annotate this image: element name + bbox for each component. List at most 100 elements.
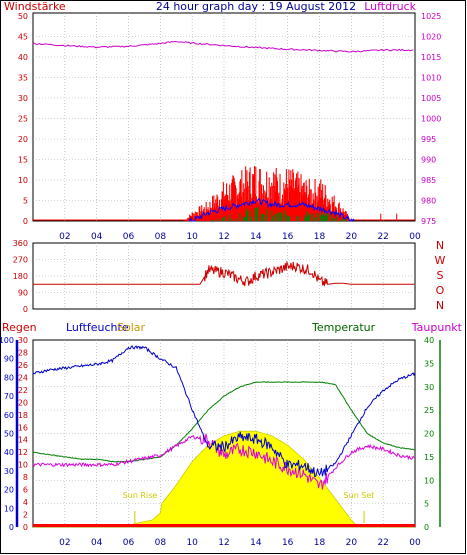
wind-tick-label: 20 <box>18 135 28 144</box>
rain-label: Regen <box>2 321 37 334</box>
pressure-tick-label: 985 <box>421 176 436 185</box>
pressure-tick-label: 995 <box>421 135 436 144</box>
temperature-tick-label: 30 <box>424 383 434 392</box>
direction-line <box>33 260 415 287</box>
temperature-label: Temperatur <box>311 321 376 334</box>
compass-label: S <box>437 269 444 282</box>
pressure-tick-label: 975 <box>421 217 436 226</box>
dewpoint-tick-label: 14 <box>18 436 28 445</box>
rain-tick-label: 30 <box>4 467 14 476</box>
direction-tick-label: 180 <box>13 272 28 281</box>
direction-tick-label: 90 <box>18 289 28 298</box>
rain-tick-label: 50 <box>4 430 14 439</box>
dewpoint-tick-label: 6 <box>23 486 28 495</box>
direction-tick-label: 0 <box>23 305 28 314</box>
dewpoint-tick-label: 18 <box>18 411 28 420</box>
wind-tick-label: 50 <box>18 12 28 21</box>
time-tick-label: 16 <box>282 538 294 548</box>
dewpoint-tick-label: 30 <box>18 336 28 345</box>
time-tick-label: 14 <box>250 232 262 242</box>
pressure-line <box>32 40 414 53</box>
compass-label: N <box>436 239 444 252</box>
dewpoint-tick-label: 4 <box>23 498 28 507</box>
sunset-label: Sun Set <box>344 491 375 500</box>
temperature-tick-label: 5 <box>424 500 429 509</box>
time-tick-label: 16 <box>282 232 294 242</box>
wind-tick-label: 30 <box>18 94 28 103</box>
wind-tick-label: 15 <box>18 156 28 165</box>
temperature-tick-label: 40 <box>424 336 434 345</box>
wind-tick-label: 0 <box>23 217 28 226</box>
temperature-tick-label: 15 <box>424 453 434 462</box>
time-tick-label: 00 <box>409 538 421 548</box>
solar-label: Solar <box>117 321 146 334</box>
dewpoint-label: Taupunkt <box>411 321 463 334</box>
wind-tick-label: 5 <box>23 197 28 206</box>
pressure-tick-label: 1005 <box>421 94 441 103</box>
dewpoint-tick-label: 10 <box>18 461 28 470</box>
time-tick-label: 22 <box>377 538 388 548</box>
rain-tick-label: 0 <box>9 523 14 532</box>
time-tick-label: 08 <box>155 232 167 242</box>
sunrise-label: Sun Rise <box>123 491 158 500</box>
dewpoint-tick-label: 22 <box>18 386 28 395</box>
dewpoint-tick-label: 26 <box>18 361 28 370</box>
compass-label: O <box>436 284 445 297</box>
rain-tick-label: 10 <box>4 504 14 513</box>
time-tick-label: 06 <box>123 232 135 242</box>
time-tick-label: 06 <box>123 538 135 548</box>
time-tick-label: 14 <box>250 538 262 548</box>
time-tick-label: 18 <box>314 232 326 242</box>
pressure-tick-label: 1025 <box>421 12 441 21</box>
rain-tick-label: 80 <box>4 373 14 382</box>
wind-panel <box>32 12 416 222</box>
time-tick-label: 18 <box>314 538 326 548</box>
dewpoint-tick-label: 0 <box>23 523 28 532</box>
rain-tick-label: 100 <box>0 336 14 345</box>
time-tick-label: 20 <box>346 232 358 242</box>
wind-tick-label: 25 <box>18 115 28 124</box>
dewpoint-line <box>32 433 416 490</box>
pressure-tick-label: 1000 <box>421 115 441 124</box>
dewpoint-tick-label: 28 <box>18 348 28 357</box>
time-tick-label: 10 <box>186 232 198 242</box>
rain-tick-label: 40 <box>4 448 14 457</box>
dewpoint-tick-label: 16 <box>18 423 28 432</box>
time-tick-label: 02 <box>59 538 70 548</box>
wind-speed-label: Windstärke <box>4 0 66 13</box>
temperature-tick-label: 10 <box>424 476 434 485</box>
dewpoint-tick-label: 20 <box>18 398 28 407</box>
dewpoint-tick-label: 8 <box>23 473 28 482</box>
pressure-tick-label: 1020 <box>421 33 441 42</box>
pressure-tick-label: 1010 <box>421 74 441 83</box>
temperature-tick-label: 25 <box>424 406 434 415</box>
dewpoint-tick-label: 12 <box>18 448 28 457</box>
pressure-label: Luftdruck <box>364 0 416 13</box>
compass-label: N <box>436 299 444 312</box>
direction-tick-label: 360 <box>13 239 28 248</box>
direction-tick-label: 270 <box>13 256 28 265</box>
wind-avg-line <box>188 197 355 223</box>
wind-tick-label: 45 <box>18 33 28 42</box>
rain-tick-label: 90 <box>4 355 14 364</box>
time-tick-label: 20 <box>346 538 358 548</box>
time-tick-label: 12 <box>218 538 229 548</box>
pressure-tick-label: 980 <box>421 197 436 206</box>
pressure-tick-label: 990 <box>421 156 436 165</box>
humidity-line <box>32 345 416 478</box>
time-tick-label: 00 <box>409 232 421 242</box>
wind-tick-label: 35 <box>18 74 28 83</box>
dewpoint-tick-label: 2 <box>23 511 28 520</box>
humidity-label: Luftfeuchte <box>66 321 129 334</box>
rain-tick-label: 60 <box>4 411 14 420</box>
wind-tick-label: 10 <box>18 176 28 185</box>
rain-tick-label: 20 <box>4 486 14 495</box>
temperature-line <box>32 381 416 463</box>
time-tick-label: 02 <box>59 232 70 242</box>
temperature-tick-label: 20 <box>424 430 434 439</box>
time-tick-label: 12 <box>218 232 229 242</box>
time-tick-label: 10 <box>186 538 198 548</box>
dewpoint-tick-label: 24 <box>18 373 28 382</box>
